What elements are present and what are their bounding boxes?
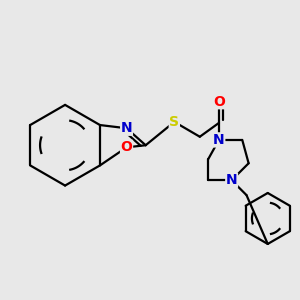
Text: O: O (213, 95, 225, 109)
Text: N: N (226, 173, 238, 187)
Text: N: N (213, 133, 225, 147)
Text: S: S (169, 115, 179, 129)
Text: O: O (121, 140, 133, 154)
Text: N: N (121, 121, 132, 135)
